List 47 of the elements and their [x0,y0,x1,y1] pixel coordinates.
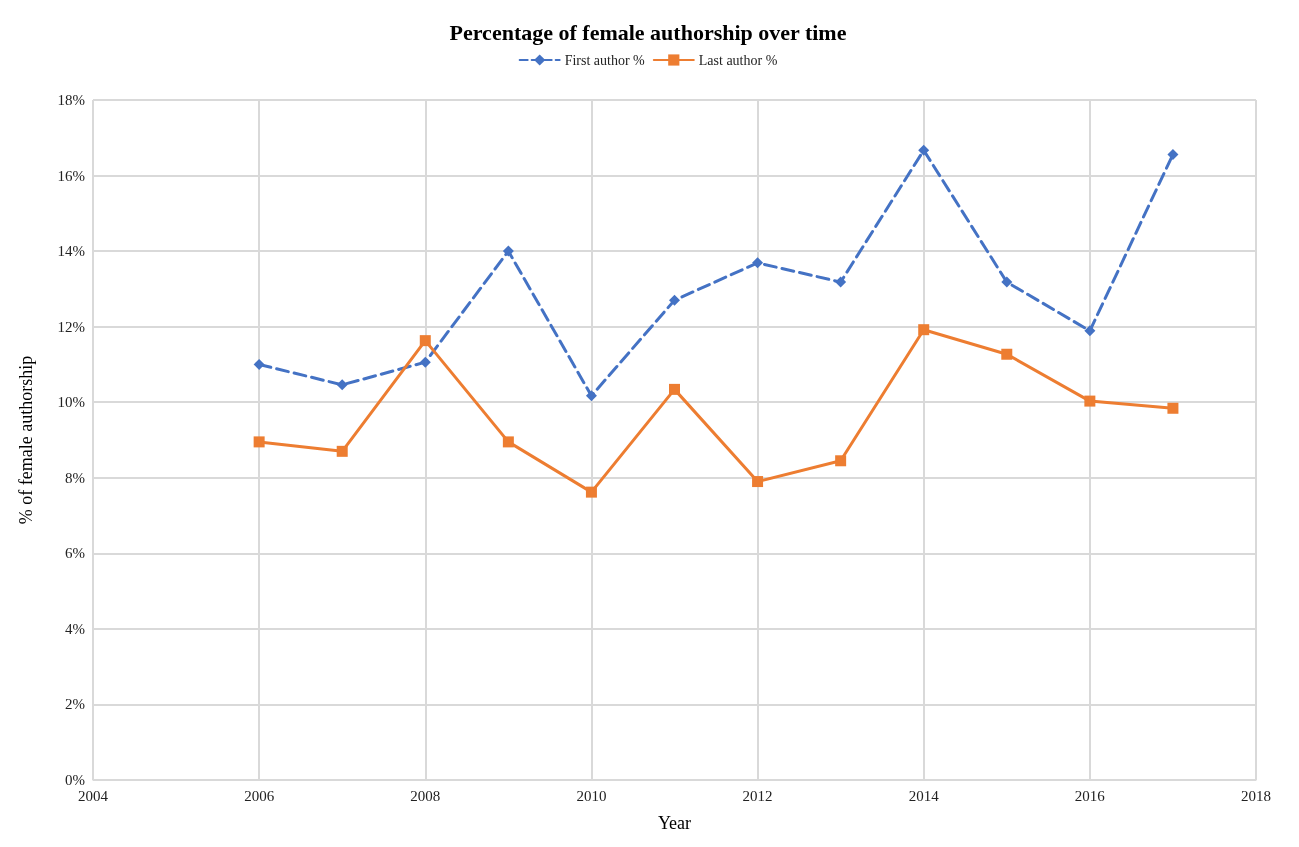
y-tick-label: 16% [57,167,85,184]
point [502,245,514,257]
point [669,383,680,395]
point [502,436,514,448]
point [752,257,764,269]
y-tick-label: 10% [57,394,85,411]
point [835,276,847,288]
y-tick-label: 0% [65,772,85,788]
x-tick-label: 2004 [78,787,109,804]
point [835,455,847,467]
point [1167,148,1179,160]
point [752,476,764,488]
point [918,144,930,156]
point [336,445,348,457]
y-tick-label: 6% [65,545,85,562]
point [336,379,348,391]
point [1167,402,1179,414]
point [918,324,930,336]
x-tick-label: 2008 [410,787,441,804]
point [419,335,431,347]
point [1001,276,1013,288]
chart-title: Percentage of female authorship over time [449,19,847,45]
point [253,436,265,448]
y-tick-label: 12% [57,318,85,335]
x-tick-label: 2018 [1241,787,1271,804]
x-tick-label: 2010 [576,787,607,804]
x-tick-label: 2016 [1074,787,1106,804]
point [669,294,680,306]
y-tick-label: 4% [65,620,85,637]
point [1084,395,1096,407]
x-axis-title: Year [657,813,692,833]
point [419,356,431,368]
point [585,390,597,402]
x-tick-label: 2006 [244,787,275,804]
legend-label: First author % [564,52,646,68]
y-tick-label: 14% [57,243,85,260]
point [585,486,597,498]
y-tick-label: 2% [65,696,85,713]
point [253,358,265,370]
point [1001,348,1013,360]
legend-label: Last author % [698,52,778,68]
y-axis-title: % of female authorship [16,355,36,525]
x-tick-label: 2012 [742,787,773,804]
y-tick-label: 8% [65,469,85,486]
x-tick-label: 2014 [908,787,940,804]
y-tick-label: 18% [57,92,85,108]
point [1084,325,1096,337]
